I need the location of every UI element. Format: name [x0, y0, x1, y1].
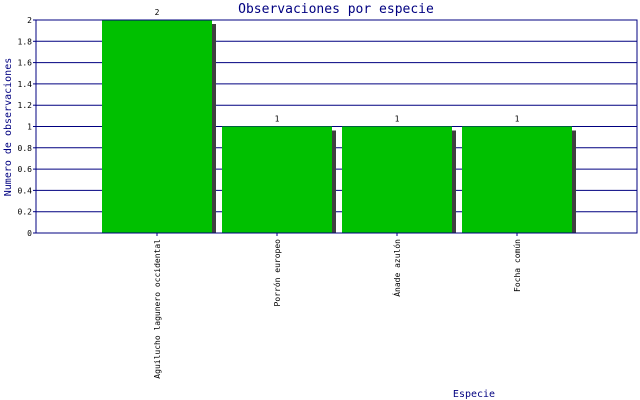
bar	[462, 126, 572, 233]
plot-frame	[35, 19, 638, 234]
x-category-label: Focha común	[513, 239, 522, 292]
x-category-label: Aguilucho lagunero occidental	[153, 239, 162, 379]
data-label: 1	[515, 115, 520, 124]
x-axis-categories: Aguilucho lagunero occidental Porrón euro…	[153, 233, 522, 379]
bar-shadow	[212, 24, 216, 233]
bar	[342, 126, 452, 233]
y-tick-label: 0.2	[18, 208, 33, 217]
data-label: 1	[395, 115, 400, 124]
data-label: 1	[275, 115, 280, 124]
y-tick-label: 0.4	[18, 186, 33, 195]
y-tick-label: 0.8	[18, 144, 33, 153]
y-tick-label: 0.6	[18, 165, 33, 174]
y-tick-label: 1.4	[18, 80, 33, 89]
bar-shadow	[452, 130, 456, 233]
y-tick-label: 1.8	[18, 37, 33, 46]
x-category-label: Porrón europeo	[272, 239, 282, 307]
bar	[102, 20, 212, 233]
bars	[102, 20, 576, 233]
bar	[222, 126, 332, 233]
y-tick-label: 1	[27, 123, 32, 132]
y-tick-label: 1.6	[18, 59, 33, 68]
x-axis-title: Especie	[453, 389, 495, 400]
y-axis-title: Numero de observaciones	[3, 58, 14, 196]
bar-shadow	[332, 130, 336, 233]
bar-shadow	[572, 130, 576, 233]
data-labels: 2 1 1 1	[155, 8, 520, 124]
y-axis-ticks: 0 0.2 0.4 0.6 0.8 1 1.2 1.4 1.6 1.8 2	[18, 16, 36, 238]
x-category-label: Ánade azulón	[391, 239, 402, 297]
y-tick-label: 2	[27, 16, 32, 25]
y-tick-label: 0	[27, 229, 32, 238]
data-label: 2	[155, 8, 160, 17]
chart-title: Observaciones por especie	[238, 2, 434, 17]
y-tick-label: 1.2	[18, 101, 33, 110]
